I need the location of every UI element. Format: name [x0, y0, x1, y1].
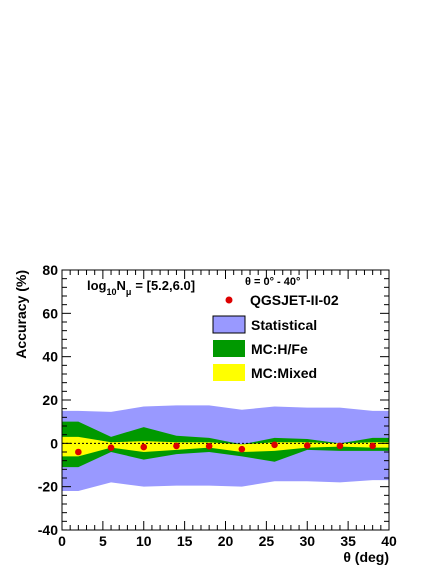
data-point: [205, 442, 213, 450]
legend-label-mc-hfe: MC:H/Fe: [251, 341, 308, 357]
data-point: [336, 442, 344, 450]
data-point: [107, 444, 115, 451]
points-layer: [75, 441, 376, 456]
x-tick-label: 35: [340, 533, 356, 549]
axis-ticks: [61, 269, 390, 531]
y-tick-label: 0: [50, 435, 58, 451]
range-sub: 10: [107, 287, 117, 297]
bands-layer: [62, 405, 389, 491]
x-tick-label: 25: [259, 533, 275, 549]
data-point: [173, 442, 180, 450]
y-tick-label: -40: [38, 522, 58, 538]
x-axis-label: θ (deg): [343, 549, 389, 565]
x-tick-label: 0: [58, 533, 66, 549]
legend-swatch-mc-mixed: [213, 364, 245, 381]
legend-marker-qgsjet: [225, 296, 233, 304]
legend-swatch-mc-hfe: [213, 340, 245, 357]
y-tick-label: 40: [42, 349, 58, 365]
band-mc-mixed: [62, 436, 389, 457]
legend-label-mc-mixed: MC:Mixed: [251, 365, 317, 381]
range-annotation: log10Nμ = [5.2,6.0]: [87, 278, 195, 297]
range-sub2: μ: [126, 287, 132, 297]
x-tick-label: 40: [381, 533, 397, 549]
data-point: [238, 445, 246, 453]
x-tick-label: 10: [136, 533, 152, 549]
data-point: [75, 448, 82, 456]
tick-labels: 0 5 10 15 20 25 30 35 40 -40 -20 0 20 40 60 80: [38, 262, 397, 549]
range-var: N: [117, 278, 126, 293]
data-point: [369, 442, 376, 450]
x-tick-label: 15: [177, 533, 193, 549]
legend-swatch-statistical: [212, 315, 246, 334]
theta-range-annotation: θ = 0° - 40°: [245, 276, 300, 288]
range-value: = [5.2,6.0]: [135, 278, 195, 293]
x-tick-label: 20: [218, 533, 234, 549]
data-point: [271, 441, 278, 449]
x-tick-label: 5: [99, 533, 107, 549]
legend: QGSJET-II-02 Statistical MC:H/Fe MC:Mixe…: [212, 292, 339, 381]
data-point: [140, 443, 148, 451]
y-tick-label: -20: [38, 479, 58, 495]
y-tick-label: 20: [42, 392, 58, 408]
plot-frame: [61, 269, 390, 531]
legend-label-statistical: Statistical: [251, 317, 317, 333]
y-tick-label: 60: [42, 305, 58, 321]
legend-label-qgsjet: QGSJET-II-02: [250, 292, 339, 308]
y-tick-label: 80: [42, 262, 58, 278]
range-base: log: [87, 278, 107, 293]
y-axis-label: Accuracy (%): [13, 270, 29, 359]
x-tick-label: 30: [299, 533, 315, 549]
data-point: [303, 442, 311, 449]
